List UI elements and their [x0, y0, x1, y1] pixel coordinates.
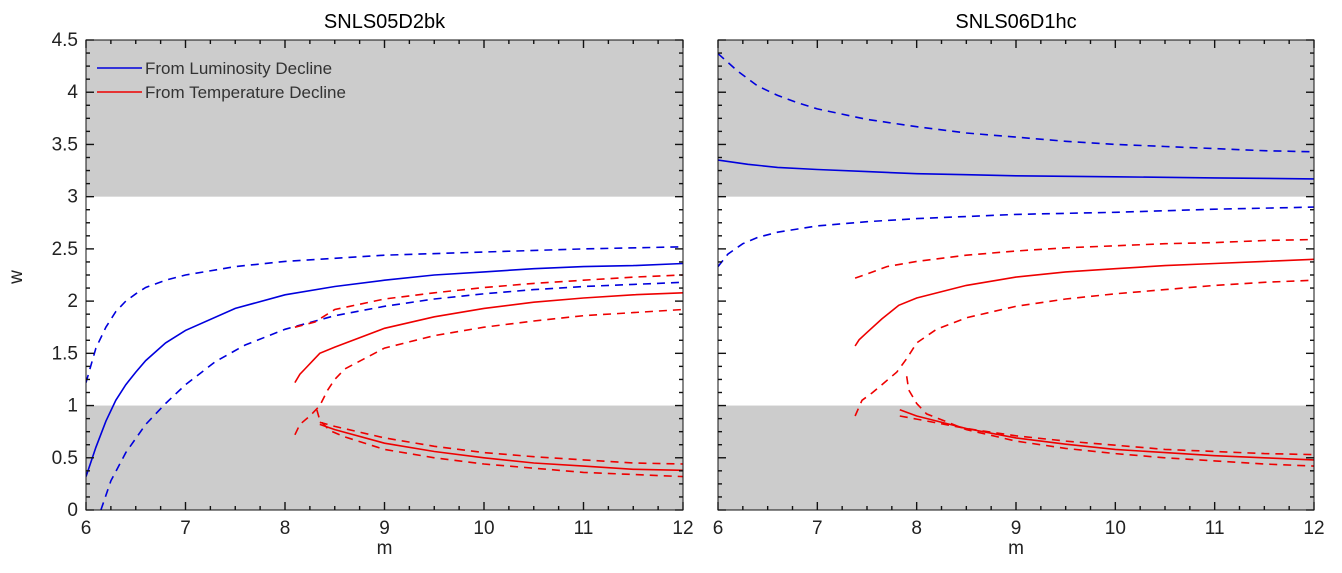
panel-title: SNLS05D2bk — [324, 11, 446, 33]
series-line-0 — [718, 159, 1314, 180]
shaded-band — [86, 405, 683, 510]
shaded-band — [86, 40, 683, 197]
series-line-7 — [319, 421, 683, 465]
legend-entry-label: From Luminosity Decline — [145, 59, 332, 78]
series-line-7 — [899, 415, 1314, 456]
y-axis-label: w — [6, 270, 27, 285]
shaded-band — [718, 405, 1314, 510]
series-line-8 — [316, 409, 683, 478]
x-tick-label: 8 — [280, 518, 291, 539]
y-tick-label: 2 — [67, 291, 78, 312]
panel-title: SNLS06D1hc — [955, 11, 1076, 33]
series-line-6 — [899, 408, 1314, 461]
series-group — [86, 246, 683, 510]
x-tick-label: 6 — [81, 518, 92, 539]
x-tick-label: 6 — [713, 518, 724, 539]
legend-entry-label: From Temperature Decline — [145, 83, 346, 102]
series-line-6 — [319, 423, 683, 472]
y-tick-label: 0 — [67, 500, 78, 521]
series-line-4 — [854, 238, 1314, 279]
y-tick-label: 0.5 — [52, 448, 78, 469]
x-tick-label: 8 — [911, 518, 922, 539]
y-tick-label: 3 — [67, 187, 78, 208]
x-tick-label: 7 — [812, 518, 823, 539]
series-line-2 — [718, 206, 1314, 268]
x-tick-label: 12 — [672, 518, 693, 539]
x-tick-label: 10 — [473, 518, 494, 539]
series-line-2 — [100, 281, 683, 510]
x-axis-label: m — [1008, 538, 1024, 559]
series-line-5 — [294, 308, 683, 436]
x-tick-label: 9 — [1011, 518, 1022, 539]
series-line-0 — [86, 262, 683, 477]
x-tick-label: 10 — [1105, 518, 1126, 539]
series-line-1 — [86, 246, 683, 383]
series-line-4 — [294, 274, 683, 328]
series-line-3 — [854, 258, 1314, 347]
y-tick-label: 1 — [67, 396, 78, 417]
x-tick-label: 11 — [1205, 518, 1225, 539]
y-tick-label: 4.5 — [52, 30, 78, 51]
y-tick-label: 1.5 — [52, 343, 78, 364]
y-tick-label: 4 — [67, 82, 78, 103]
legend: From Luminosity Decline From Temperature … — [97, 59, 346, 102]
x-tick-label: 9 — [379, 518, 390, 539]
shaded-band — [718, 40, 1314, 197]
panel-snls05d2bk: 6 7 8 9 10 11 12 m 0 0.5 1 1.5 2 2.5 3 3.5 4 4.5 SNLS05D2b… — [52, 11, 694, 559]
x-tick-label: 11 — [574, 518, 594, 539]
x-tick-label: 7 — [180, 518, 191, 539]
series-group — [718, 53, 1314, 467]
series-line-1 — [718, 53, 1314, 153]
x-tick-label: 12 — [1303, 518, 1324, 539]
panel-snls06d1hc: 6 7 8 9 10 11 12 m SNLS06D1hc — [713, 11, 1325, 559]
y-tick-label: 3.5 — [52, 134, 78, 155]
x-axis-label: m — [377, 538, 393, 559]
series-line-3 — [294, 292, 683, 384]
y-tick-label: 2.5 — [52, 239, 78, 260]
series-line-5 — [854, 279, 1314, 417]
